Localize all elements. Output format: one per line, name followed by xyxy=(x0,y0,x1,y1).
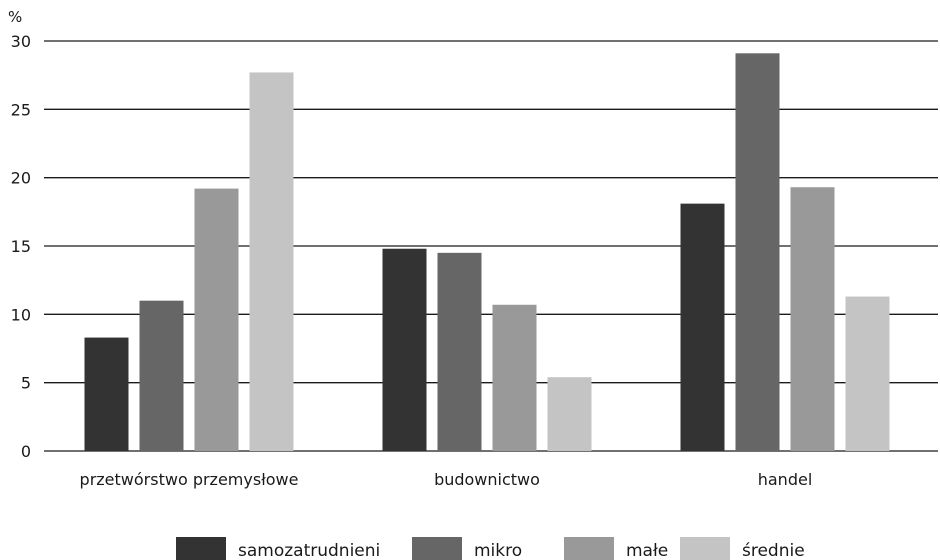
bar-3-1 xyxy=(680,203,725,451)
legend-item-3: małe xyxy=(564,537,668,560)
bar-3-2 xyxy=(735,53,780,452)
category-label-2: budownictwo xyxy=(434,470,540,489)
bar-2-1 xyxy=(382,248,427,451)
bar-1-1 xyxy=(84,337,129,451)
y-tick-label-3: 15 xyxy=(11,237,31,256)
bar-3-4 xyxy=(845,296,890,451)
legend: samozatrudnieni mikro małe średnie xyxy=(176,537,805,560)
y-axis-tick-labels: 0 5 10 15 20 25 30 xyxy=(11,32,31,461)
bar-2-3 xyxy=(492,304,537,451)
legend-label-1: samozatrudnieni xyxy=(238,541,380,560)
bar-1-3 xyxy=(194,188,239,451)
legend-item-2: mikro xyxy=(412,537,522,560)
gridlines xyxy=(44,40,938,452)
legend-label-2: mikro xyxy=(474,541,522,560)
legend-swatch-2 xyxy=(412,537,462,560)
category-label-3: handel xyxy=(758,470,813,489)
x-axis-category-labels: przetwórstwo przemysłowe budownictwo hande… xyxy=(80,470,813,489)
bar-1-2 xyxy=(139,300,184,451)
y-axis-unit-label: % xyxy=(8,8,22,26)
bar-2-4 xyxy=(547,377,592,451)
y-tick-label-4: 20 xyxy=(11,169,31,188)
y-tick-label-0: 0 xyxy=(21,442,31,461)
legend-swatch-4 xyxy=(680,537,730,560)
legend-swatch-3 xyxy=(564,537,614,560)
legend-label-4: średnie xyxy=(742,541,805,560)
bars xyxy=(84,53,890,452)
y-tick-label-6: 30 xyxy=(11,32,31,51)
legend-item-4: średnie xyxy=(680,537,805,560)
y-tick-label-5: 25 xyxy=(11,100,31,119)
category-label-1: przetwórstwo przemysłowe xyxy=(80,470,299,489)
bar-3-3 xyxy=(790,187,835,451)
bar-2-2 xyxy=(437,252,482,451)
y-tick-label-1: 5 xyxy=(21,374,31,393)
legend-item-1: samozatrudnieni xyxy=(176,537,380,560)
bar-1-4 xyxy=(249,72,294,451)
legend-label-3: małe xyxy=(626,541,668,560)
y-tick-label-2: 10 xyxy=(11,305,31,324)
legend-swatch-1 xyxy=(176,537,226,560)
